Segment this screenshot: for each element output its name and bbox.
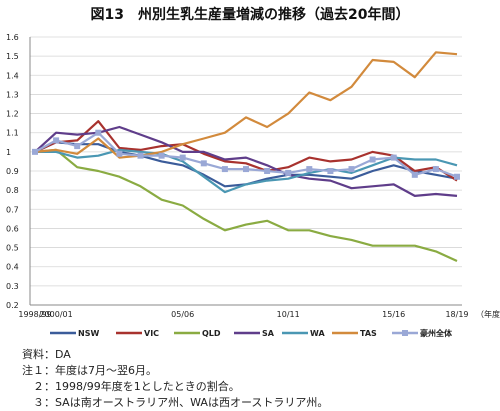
y-tick-label: 1.4 <box>6 71 19 80</box>
note-text: DA <box>55 348 71 361</box>
y-tick-label: 1.1 <box>6 129 19 138</box>
y-tick-label: 1.6 <box>6 33 19 42</box>
legend-label: SA <box>262 329 275 338</box>
y-tick-label: 0.7 <box>6 205 19 214</box>
series-point-6 <box>137 152 144 159</box>
series-point-6 <box>53 137 60 144</box>
series-point-6 <box>264 168 271 174</box>
note-text: 1998/99年度を1としたときの割合。 <box>55 380 240 393</box>
legend-label: QLD <box>202 329 221 338</box>
line-chart: 0.2 0.3 0.4 0.5 0.6 0.7 0.8 0.9 1 1.1 1.2 1.3 1.4 1.5… <box>6 33 500 338</box>
note-label: ３： <box>22 396 55 409</box>
y-tick-label: 1.5 <box>6 52 19 61</box>
y-tick-label: 1 <box>6 148 11 157</box>
y-axis-ticks: 0.2 0.3 0.4 0.5 0.6 0.7 0.8 0.9 1 1.1 1.2 1.3 1.4 1.5… <box>6 33 19 310</box>
series-point-6 <box>432 166 439 173</box>
series-point-6 <box>116 150 123 157</box>
y-tick-label: 1.2 <box>6 110 19 119</box>
chart-notes: 資料：DA 注１：年度は7月〜翌6月。 ２：1998/99年度を1としたときの割… <box>22 347 328 411</box>
note-label: ２： <box>22 380 55 393</box>
note-row: ３：SAは南オーストラリア州、WAは西オーストラリア州。 <box>22 395 328 411</box>
y-tick-label: 0.5 <box>6 244 19 253</box>
series-line-5 <box>34 51 458 159</box>
series-point-6 <box>411 171 418 178</box>
series-point-6 <box>390 154 397 161</box>
y-tick-label: 0.6 <box>6 224 19 233</box>
legend-label: TAS <box>360 329 377 338</box>
note-text: SAは南オーストラリア州、WAは西オーストラリア州。 <box>55 396 329 409</box>
x-tick-label: 10/11 <box>277 310 300 319</box>
y-tick-label: 0.3 <box>6 282 19 291</box>
series-line-3 <box>34 125 458 197</box>
y-tick-label: 0.4 <box>6 263 19 272</box>
series-point-6 <box>243 166 249 173</box>
note-row: 資料：DA <box>22 347 328 363</box>
x-tick-label: 18/19 <box>445 310 468 319</box>
legend-label: 豪州全体 <box>420 328 453 338</box>
legend-label: WA <box>310 329 325 338</box>
note-label: 資料： <box>22 348 55 361</box>
note-row: ２：1998/99年度を1としたときの割合。 <box>22 379 328 395</box>
note-label: 注１： <box>22 364 55 377</box>
series-line-2 <box>34 148 458 263</box>
series-point-6 <box>348 166 355 173</box>
series-point-6 <box>454 173 460 180</box>
series-point-6 <box>32 148 38 155</box>
series-point-6 <box>285 169 292 176</box>
series-point-6 <box>369 156 376 163</box>
x-axis-unit: （年度） <box>476 309 500 319</box>
y-tick-label: 0.9 <box>6 167 19 176</box>
legend-marker <box>402 330 408 336</box>
legend-label: VIC <box>144 329 159 338</box>
x-tick-label: 2000/01 <box>39 310 72 319</box>
series-point-6 <box>200 160 207 167</box>
x-tick-label: 05/06 <box>171 310 194 319</box>
chart-series <box>32 51 460 263</box>
series-point-6 <box>74 143 81 150</box>
series-point-6 <box>158 152 165 159</box>
y-tick-label: 0.2 <box>6 301 19 310</box>
chart-gridlines <box>29 36 462 306</box>
y-tick-label: 1.3 <box>6 90 19 99</box>
series-point-6 <box>306 166 313 173</box>
series-point-6 <box>179 154 186 161</box>
y-tick-label: 0.8 <box>6 186 19 195</box>
note-text: 年度は7月〜翌6月。 <box>55 364 157 377</box>
series-line-4 <box>35 148 458 194</box>
chart-title: 図13 州別生乳生産量増減の推移（過去20年間） <box>90 7 410 23</box>
x-tick-label: 1998/99 <box>18 310 51 319</box>
legend-label: NSW <box>78 329 99 338</box>
series-point-6 <box>327 168 334 174</box>
x-tick-label: 15/16 <box>382 310 405 319</box>
series-point-6 <box>95 129 102 136</box>
series-point-6 <box>221 166 228 173</box>
chart-legend: NSW VIC QLD SA WA TAS 豪州全体 <box>50 328 453 338</box>
note-row: 注１：年度は7月〜翌6月。 <box>22 363 328 379</box>
